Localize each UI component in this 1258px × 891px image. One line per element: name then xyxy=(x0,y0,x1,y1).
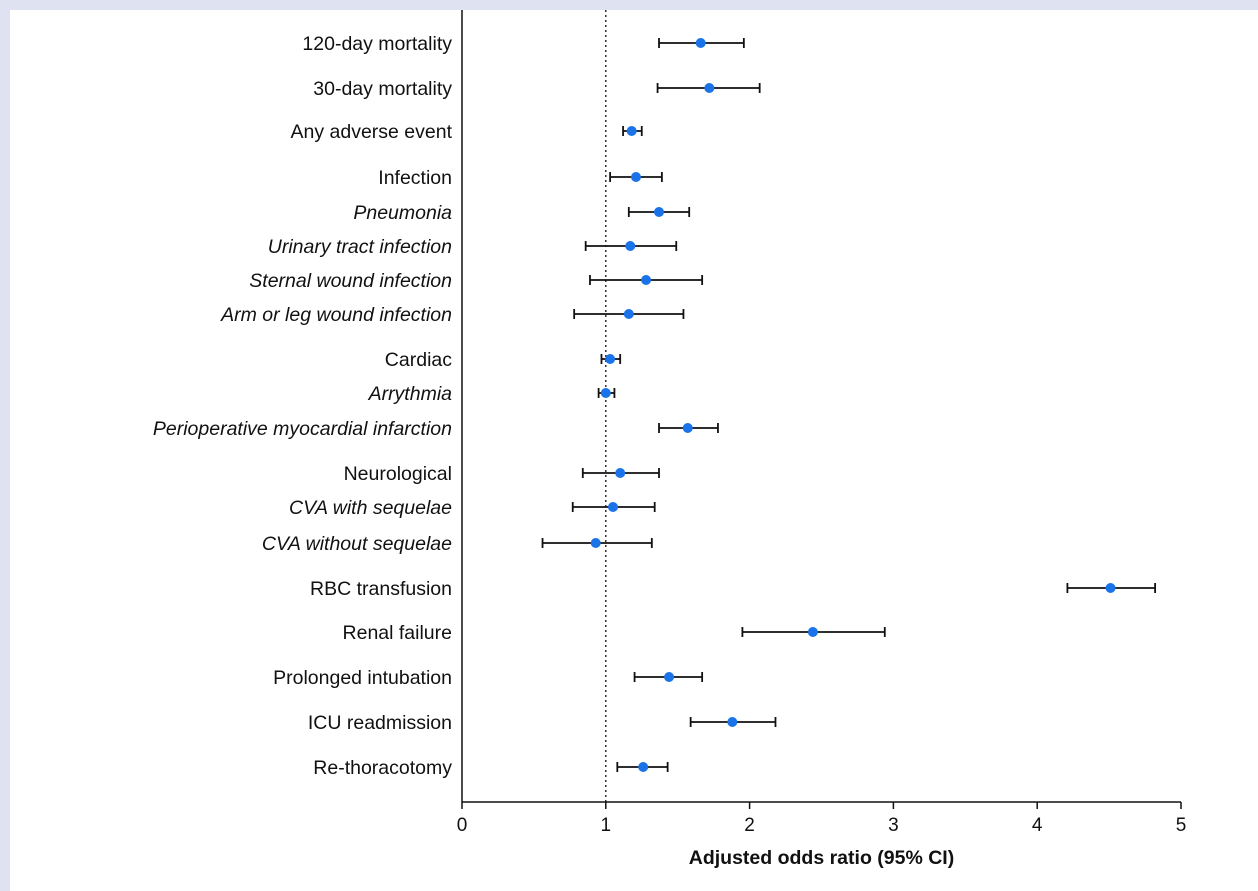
row-label: Sternal wound infection xyxy=(249,270,452,292)
odds-ratio-point xyxy=(638,762,649,772)
forest-row: Arm or leg wound infection xyxy=(220,304,685,326)
row-label: Infection xyxy=(378,167,452,189)
odds-ratio-point xyxy=(664,672,675,682)
row-label: Urinary tract infection xyxy=(268,236,452,258)
forest-row: Infection xyxy=(378,167,663,189)
forest-row: CVA with sequelae xyxy=(289,497,656,519)
forest-row: Re-thoracotomy xyxy=(313,757,669,779)
x-tick-label: 4 xyxy=(1032,815,1043,836)
forest-row: Renal failure xyxy=(343,622,886,644)
forest-row: Any adverse event xyxy=(290,121,643,143)
forest-row: Perioperative myocardial infarction xyxy=(153,418,719,440)
forest-row: 30-day mortality xyxy=(313,78,761,100)
odds-ratio-point xyxy=(695,38,706,48)
odds-ratio-point xyxy=(630,172,641,182)
x-tick-label: 1 xyxy=(601,815,612,836)
odds-ratio-point xyxy=(600,388,611,398)
x-axis-title: Adjusted odds ratio (95% CI) xyxy=(689,847,954,869)
row-label: Re-thoracotomy xyxy=(313,757,452,779)
odds-ratio-point xyxy=(607,502,618,512)
odds-ratio-point xyxy=(623,309,634,319)
row-label: Prolonged intubation xyxy=(273,667,452,689)
odds-ratio-point xyxy=(605,354,616,364)
row-label: RBC transfusion xyxy=(310,578,452,600)
odds-ratio-point xyxy=(682,423,693,433)
row-label: 120-day mortality xyxy=(302,33,452,55)
odds-ratio-point xyxy=(727,717,738,727)
odds-ratio-point xyxy=(625,241,636,251)
odds-ratio-point xyxy=(704,83,715,93)
odds-ratio-point xyxy=(641,275,652,285)
row-label: Cardiac xyxy=(385,349,452,371)
forest-row: Urinary tract infection xyxy=(268,236,678,258)
forest-row: Pneumonia xyxy=(353,202,691,224)
row-label: CVA with sequelae xyxy=(289,497,452,519)
odds-ratio-point xyxy=(654,207,665,217)
odds-ratio-point xyxy=(626,126,637,136)
chart-panel: 120-day mortality 30-day mortality Any adv… xyxy=(10,10,1258,891)
forest-row: 120-day mortality xyxy=(302,33,745,55)
forest-row: RBC transfusion xyxy=(310,578,1157,600)
row-label: Perioperative myocardial infarction xyxy=(153,418,452,440)
x-tick-label: 5 xyxy=(1176,815,1187,836)
forest-row: Arrythmia xyxy=(368,383,616,405)
row-label: Arrythmia xyxy=(368,383,453,405)
row-label: Neurological xyxy=(344,463,452,485)
forest-row: Neurological xyxy=(344,463,660,485)
forest-row: Sternal wound infection xyxy=(249,270,704,292)
x-tick-label: 0 xyxy=(457,815,468,836)
odds-ratio-point xyxy=(807,627,818,637)
x-tick-label: 2 xyxy=(744,815,755,836)
forest-row: ICU readmission xyxy=(308,712,777,734)
forest-row: CVA without sequelae xyxy=(262,533,653,555)
odds-ratio-point xyxy=(1105,583,1116,593)
odds-ratio-point xyxy=(615,468,626,478)
forest-row: Prolonged intubation xyxy=(273,667,704,689)
forest-row: Cardiac xyxy=(385,349,622,371)
row-label: Pneumonia xyxy=(353,202,452,224)
row-label: 30-day mortality xyxy=(313,78,452,100)
row-label: Any adverse event xyxy=(290,121,452,143)
forest-plot: 120-day mortality 30-day mortality Any adv… xyxy=(153,10,1187,869)
row-label: CVA without sequelae xyxy=(262,533,452,555)
odds-ratio-point xyxy=(590,538,601,548)
x-tick-label: 3 xyxy=(888,815,899,836)
row-label: ICU readmission xyxy=(308,712,452,734)
row-label: Arm or leg wound infection xyxy=(220,304,452,326)
row-label: Renal failure xyxy=(343,622,452,644)
